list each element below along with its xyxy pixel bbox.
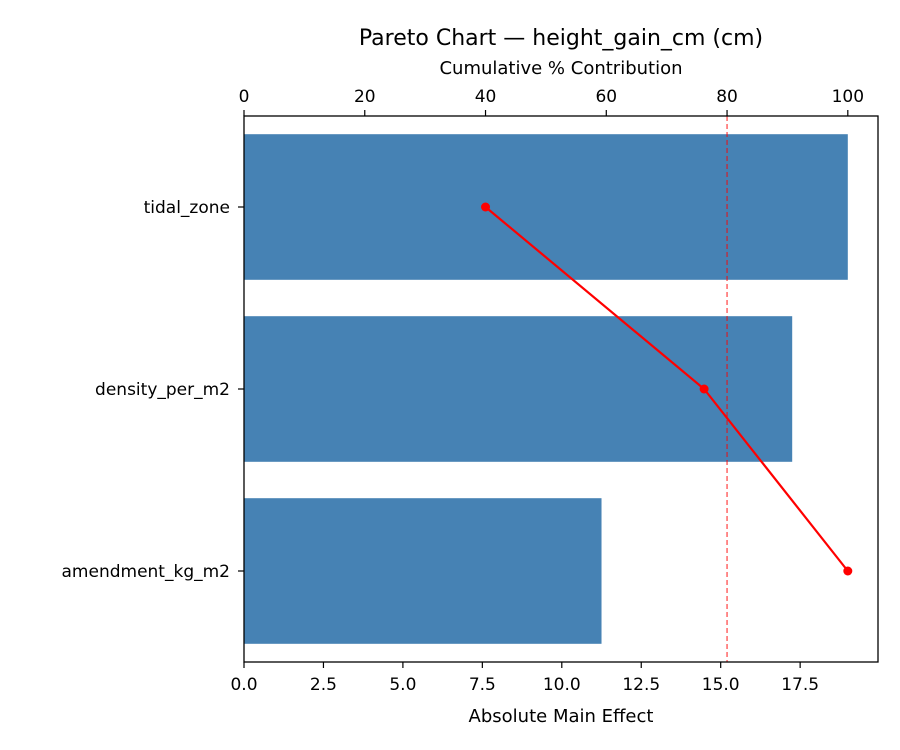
bottom-ticks-group: 0.0 2.5 5.0 7.5 10.0 12.5 15.0 17.5 xyxy=(230,662,819,695)
x-tick-label: 17.5 xyxy=(781,675,819,695)
bar-amendment_kg_m2 xyxy=(244,498,602,644)
cumulative-point-tidal_zone xyxy=(481,202,491,212)
x-tick-label: 0.0 xyxy=(230,675,257,695)
cumulative-point-density_per_m2 xyxy=(699,384,709,394)
x2-tick-label: 60 xyxy=(595,87,617,107)
x2-tick-label: 20 xyxy=(354,87,376,107)
x-tick-label: 2.5 xyxy=(310,675,337,695)
chart-title: Pareto Chart — height_gain_cm (cm) xyxy=(359,26,763,51)
top-axis-label: Cumulative % Contribution xyxy=(439,58,682,79)
bottom-axis-label: Absolute Main Effect xyxy=(469,706,654,727)
category-label: density_per_m2 xyxy=(95,380,230,400)
cumulative-line-group xyxy=(481,202,853,576)
x-tick-label: 7.5 xyxy=(469,675,496,695)
x2-tick-label: 0 xyxy=(239,87,250,107)
x2-tick-label: 100 xyxy=(832,87,864,107)
category-label: amendment_kg_m2 xyxy=(62,562,230,582)
x-tick-label: 10.0 xyxy=(543,675,581,695)
x2-tick-label: 80 xyxy=(716,87,738,107)
bars-group xyxy=(244,134,848,644)
x-tick-label: 5.0 xyxy=(389,675,416,695)
top-ticks-group: 0 20 40 60 80 100 xyxy=(239,87,864,116)
x2-tick-label: 40 xyxy=(475,87,497,107)
x-tick-label: 12.5 xyxy=(622,675,660,695)
bar-density_per_m2 xyxy=(244,316,793,462)
bar-tidal_zone xyxy=(244,134,848,280)
cumulative-point-amendment_kg_m2 xyxy=(843,566,853,576)
category-labels-group: tidal_zone density_per_m2 amendment_kg_m2 xyxy=(62,198,244,582)
category-label: tidal_zone xyxy=(144,198,230,218)
x-tick-label: 15.0 xyxy=(702,675,740,695)
